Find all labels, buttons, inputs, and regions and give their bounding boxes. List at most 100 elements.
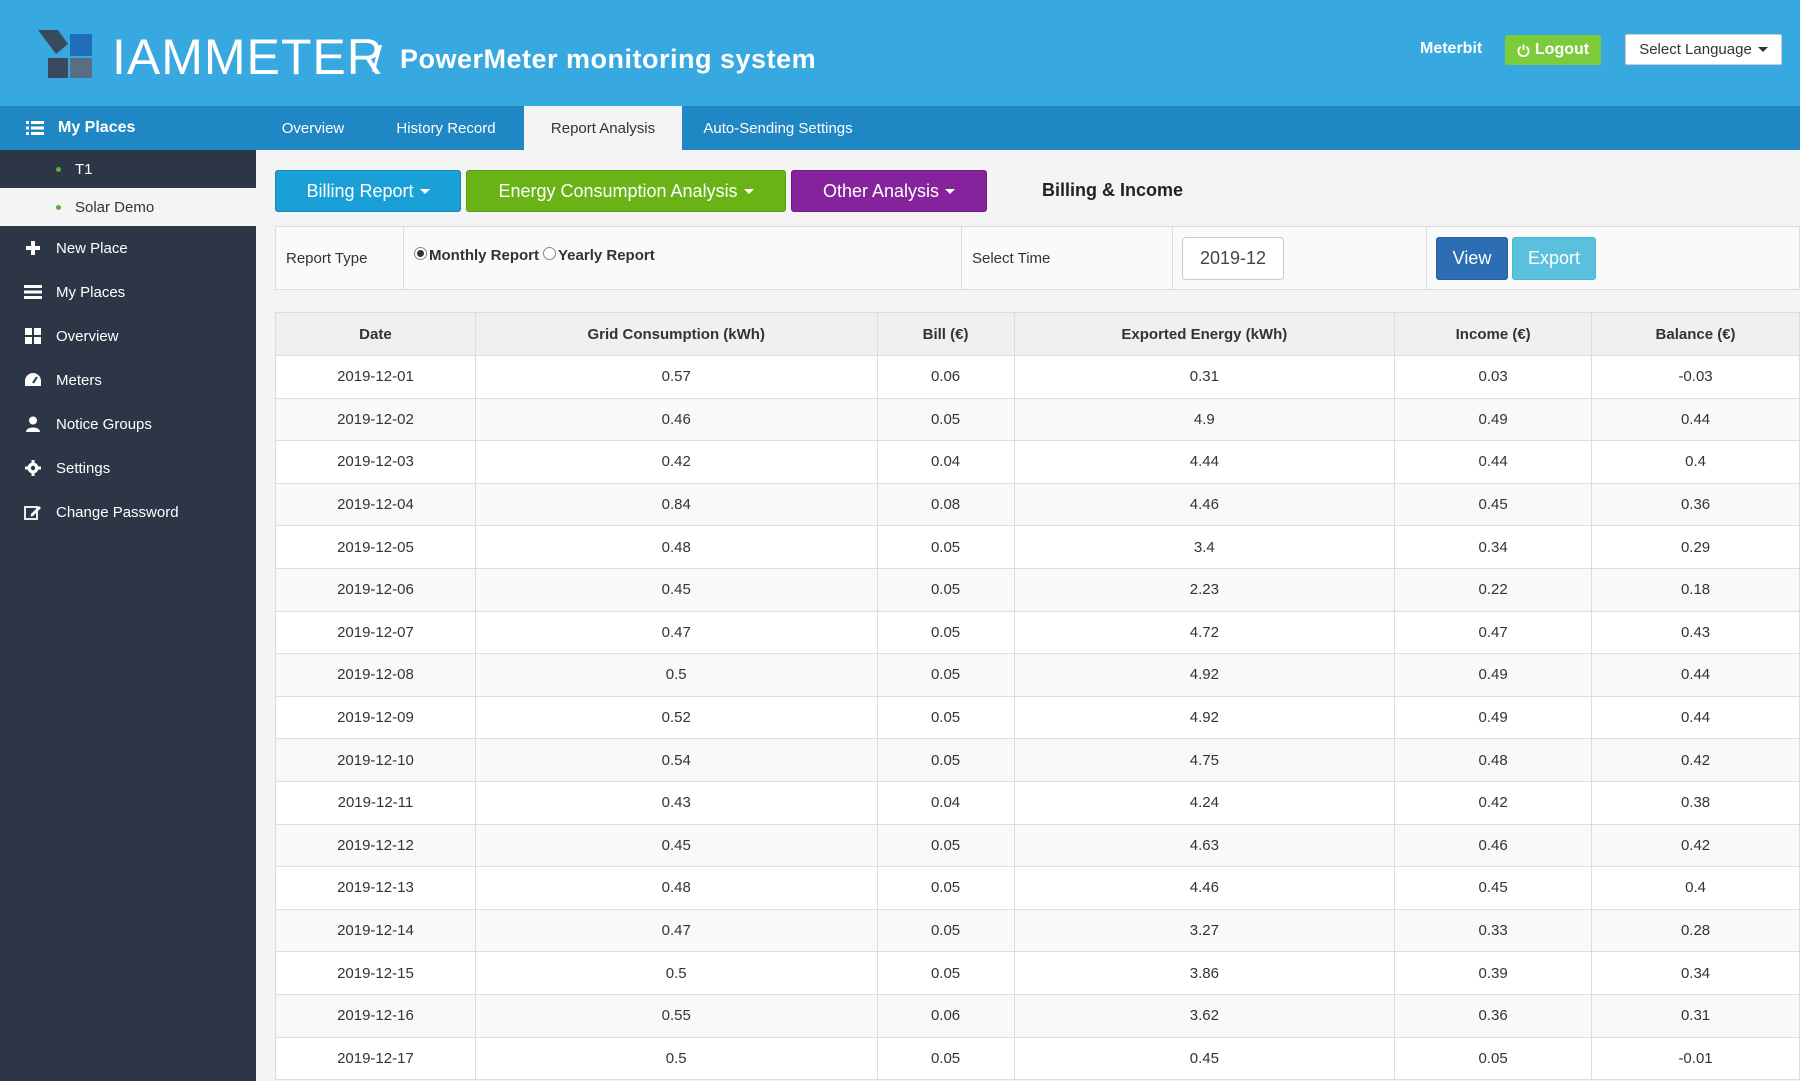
other-analysis-label: Other Analysis [822,180,940,201]
grid-icon [25,328,41,344]
table-cell: 3.4 [1013,525,1396,569]
table-cell: 0.05 [876,567,1015,612]
table-cell: 0.48 [474,866,878,910]
table-cell: 2019-12-05 [275,525,476,569]
sidebar-item-new-place[interactable]: New Place [0,226,256,270]
table-cell: 2019-12-04 [275,482,476,527]
table-cell: 4.9 [1013,397,1396,442]
chevron-down-icon [419,188,430,194]
time-input[interactable]: 2019-12 [1182,237,1284,280]
sidebar-place-solar-demo[interactable]: Solar Demo [0,188,256,226]
table-cell: 0.5 [474,653,878,697]
column-header[interactable]: Income (€) [1394,312,1593,356]
table-cell: 0.31 [1591,993,1800,1038]
table-row: 2019-12-14 0.47 0.05 3.27 0.33 0.28 [275,908,1800,953]
table-cell: 0.4 [1591,866,1800,910]
table-cell: 0.38 [1591,780,1800,825]
sidebar-item-label: My Places [56,283,126,301]
sidebar-item-settings[interactable]: Settings [0,446,256,490]
sidebar-place-t1[interactable]: T1 [0,150,256,188]
table-header-row: Date Grid Consumption (kWh) Bill (€) Exp… [275,312,1800,356]
table-cell: 0.54 [474,738,878,782]
table-cell: 0.05 [876,695,1015,740]
table-row: 2019-12-13 0.48 0.05 4.46 0.45 0.4 [275,866,1800,910]
table-row: 2019-12-15 0.5 0.05 3.86 0.39 0.34 [275,951,1800,995]
energy-analysis-dropdown[interactable]: Energy Consumption Analysis [466,170,786,212]
monthly-report-radio[interactable] [414,247,427,260]
column-header[interactable]: Bill (€) [876,312,1015,356]
place-label: T1 [75,160,93,178]
billing-report-dropdown[interactable]: Billing Report [275,170,461,212]
column-header[interactable]: Grid Consumption (kWh) [474,312,878,356]
sidebar-head-my-places[interactable]: My Places [0,106,256,150]
tab-history-record[interactable]: History Record [396,119,496,137]
table-cell: 2019-12-13 [275,866,476,910]
sidebar-item-my-places[interactable]: My Places [0,270,256,314]
table-cell: 0.29 [1591,525,1800,569]
tab-auto-sending-settings[interactable]: Auto-Sending Settings [703,119,853,137]
table-row: 2019-12-09 0.52 0.05 4.92 0.49 0.44 [275,695,1800,740]
sidebar-item-change-password[interactable]: Change Password [0,490,256,534]
table-cell: 0.05 [876,1036,1015,1081]
table-cell: 2.23 [1013,567,1396,612]
table-row: 2019-12-06 0.45 0.05 2.23 0.22 0.18 [275,567,1800,612]
table-cell: 0.42 [1394,780,1593,825]
table-cell: 0.47 [474,908,878,953]
table-cell: 4.44 [1013,440,1396,484]
other-analysis-dropdown[interactable]: Other Analysis [791,170,987,212]
logout-button[interactable]: Logout [1505,35,1601,65]
table-cell: 0.05 [876,653,1015,697]
table-row: 2019-12-17 0.5 0.05 0.45 0.05 -0.01 [275,1036,1800,1081]
tab-overview[interactable]: Overview [281,119,345,137]
place-label: Solar Demo [75,198,155,216]
tab-report-analysis[interactable]: Report Analysis [524,106,682,150]
view-button[interactable]: View [1436,237,1508,280]
table-cell: 0.57 [474,355,878,399]
sidebar-item-notice-groups[interactable]: Notice Groups [0,402,256,446]
sidebar-item-meters[interactable]: Meters [0,358,256,402]
table-cell: 0.4 [1591,440,1800,484]
table-cell: 0.49 [1394,695,1593,740]
table-cell: 0.03 [1394,355,1593,399]
table-row: 2019-12-10 0.54 0.05 4.75 0.48 0.42 [275,738,1800,782]
table-cell: 0.48 [474,525,878,569]
table-cell: 2019-12-14 [275,908,476,953]
yearly-report-radio[interactable] [543,247,556,260]
table-cell: 0.06 [876,355,1015,399]
table-cell: 0.05 [876,397,1015,442]
table-row: 2019-12-16 0.55 0.06 3.62 0.36 0.31 [275,993,1800,1038]
table-cell: 0.47 [1394,610,1593,655]
table-cell: 0.45 [1394,866,1593,910]
yearly-report-label[interactable]: Yearly Report [558,247,655,264]
sidebar-item-label: Change Password [56,503,179,521]
table-cell: 0.36 [1591,482,1800,527]
table-cell: 3.62 [1013,993,1396,1038]
column-header[interactable]: Exported Energy (kWh) [1013,312,1396,356]
sidebar-item-overview[interactable]: Overview [0,314,256,358]
logo-text: IAMMETER [112,29,384,85]
monthly-report-label[interactable]: Monthly Report [429,247,539,264]
table-cell: -0.01 [1591,1036,1800,1081]
table-cell: 0.5 [474,1036,878,1081]
table-cell: 2019-12-12 [275,823,476,868]
table-cell: 0.49 [1394,397,1593,442]
table-cell: 2019-12-06 [275,567,476,612]
export-button[interactable]: Export [1512,237,1596,280]
sidebar-item-label: New Place [56,239,128,257]
column-header[interactable]: Date [275,312,476,356]
user-icon [26,416,40,432]
sidebar-head-label: My Places [58,119,136,136]
table-cell: 0.05 [876,525,1015,569]
column-header[interactable]: Balance (€) [1591,312,1800,356]
billing-table-container: Date Grid Consumption (kWh) Bill (€) Exp… [275,312,1800,1081]
table-cell: 0.31 [1013,355,1396,399]
user-name-link[interactable]: Meterbit [1420,40,1483,57]
table-row: 2019-12-03 0.42 0.04 4.44 0.44 0.4 [275,440,1800,484]
chevron-down-icon [743,188,754,194]
table-cell: 0.45 [1394,482,1593,527]
table-cell: 0.84 [474,482,878,527]
billing-report-label: Billing Report [306,180,414,201]
chevron-down-icon [1757,47,1768,52]
table-cell: 0.46 [1394,823,1593,868]
language-select[interactable]: Select Language [1625,34,1782,65]
